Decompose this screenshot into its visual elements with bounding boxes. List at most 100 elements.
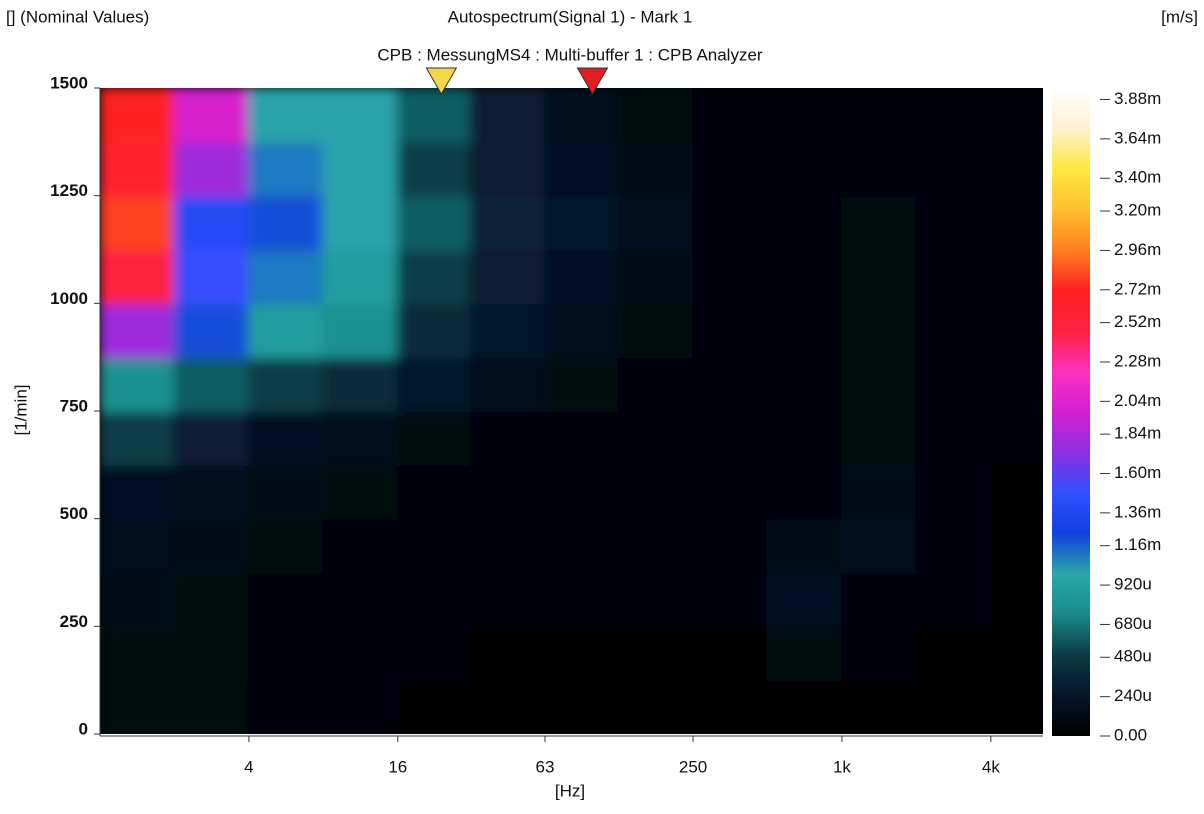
colorbar-tick-label: 2.72m (1114, 279, 1161, 298)
colorbar-tick-label: 1.84m (1114, 424, 1161, 443)
heat-cell (544, 356, 620, 412)
y-tick-label: 1000 (50, 289, 88, 308)
x-tick-label: 250 (679, 757, 707, 776)
colorbar-tick-label: 2.04m (1114, 391, 1161, 410)
heat-cell (544, 517, 620, 574)
heat-cell (915, 140, 992, 197)
heat-cell (173, 88, 250, 143)
heat-cell (247, 140, 325, 197)
heat-cell (322, 571, 399, 628)
heat-cell (544, 140, 620, 197)
heat-cell (100, 410, 176, 466)
heat-cell (989, 140, 1043, 197)
heat-cell (322, 356, 399, 412)
x-tick-label: 1k (833, 757, 851, 776)
heat-cell (469, 194, 547, 251)
heat-cell (840, 302, 918, 359)
heat-cell (617, 88, 695, 143)
heat-cell (100, 140, 176, 197)
heat-cell (469, 356, 547, 412)
heat-cell (617, 517, 695, 574)
heat-cell (692, 88, 769, 143)
heat-cell (840, 88, 918, 143)
heat-cell (322, 679, 399, 734)
heat-cell (322, 410, 399, 466)
heat-cell (544, 410, 620, 466)
heat-cell (692, 679, 769, 734)
y-tick-label: 500 (60, 504, 88, 523)
heat-cell (544, 302, 620, 359)
heat-cell (396, 625, 472, 682)
heat-cell (322, 88, 399, 143)
chart-title: Autospectrum(Signal 1) - Mark 1 (448, 7, 693, 26)
heat-cell (469, 248, 547, 305)
x-tick-label: 4k (982, 757, 1000, 776)
heat-cell (617, 194, 695, 251)
heat-cell (766, 410, 843, 466)
heat-cell (396, 571, 472, 628)
heat-cell (915, 463, 992, 520)
heat-cell (247, 248, 325, 305)
colorbar-tick-label: 1.60m (1114, 463, 1161, 482)
heat-cell (322, 194, 399, 251)
x-tick-label: 4 (244, 757, 253, 776)
colorbar-tick-label: 920u (1114, 575, 1152, 594)
heat-cell (692, 625, 769, 682)
heat-cell (692, 571, 769, 628)
heat-cell (915, 356, 992, 412)
heat-cell (469, 410, 547, 466)
colorbar-tick-label: 3.40m (1114, 168, 1161, 187)
heat-cell (100, 248, 176, 305)
heat-cell (247, 302, 325, 359)
heat-cell (100, 194, 176, 251)
heat-cell (247, 517, 325, 574)
heat-cell (100, 625, 176, 682)
heat-cell (617, 571, 695, 628)
heat-cell (469, 140, 547, 197)
heat-cell (692, 194, 769, 251)
heat-cell (544, 463, 620, 520)
unit-label: [m/s] (1161, 7, 1198, 26)
heat-cell (989, 410, 1043, 466)
heat-cell (396, 410, 472, 466)
heat-cell (100, 88, 176, 143)
heat-cell (915, 194, 992, 251)
heat-cell (840, 356, 918, 412)
heat-cell (766, 625, 843, 682)
heat-cell (840, 194, 918, 251)
y-tick-label: 1500 (50, 73, 88, 92)
heat-cell (766, 356, 843, 412)
heat-cell (692, 248, 769, 305)
y-tick-label: 250 (60, 612, 88, 631)
heat-cell (247, 356, 325, 412)
heat-cell (840, 679, 918, 734)
heat-cell (247, 625, 325, 682)
heat-cell (766, 679, 843, 734)
heat-cell (692, 356, 769, 412)
colorbar-tick-label: 0.00 (1114, 725, 1147, 744)
heat-cell (617, 356, 695, 412)
heat-cell (173, 356, 250, 412)
heat-cell (989, 302, 1043, 359)
heat-cell (766, 571, 843, 628)
heat-cell (396, 194, 472, 251)
heat-cell (617, 625, 695, 682)
x-tick-label: 16 (388, 757, 407, 776)
cursor-marker (576, 67, 609, 96)
heat-cell (322, 625, 399, 682)
y-tick-label: 750 (60, 396, 88, 415)
corner-label: [] (Nominal Values) (6, 7, 149, 26)
x-axis-label: [Hz] (555, 781, 585, 800)
colorbar-tick-label: 2.96m (1114, 240, 1161, 259)
heat-cell (469, 302, 547, 359)
heat-cell (766, 248, 843, 305)
colorbar-tick-label: 3.88m (1114, 89, 1161, 108)
y-tick-label: 0 (79, 719, 88, 738)
heat-cell (396, 248, 472, 305)
heat-cell (766, 140, 843, 197)
colorbar-tick-label: 480u (1114, 647, 1152, 666)
heat-cell (100, 517, 176, 574)
heat-cell (173, 410, 250, 466)
heat-cell (173, 625, 250, 682)
heat-cell (989, 356, 1043, 412)
